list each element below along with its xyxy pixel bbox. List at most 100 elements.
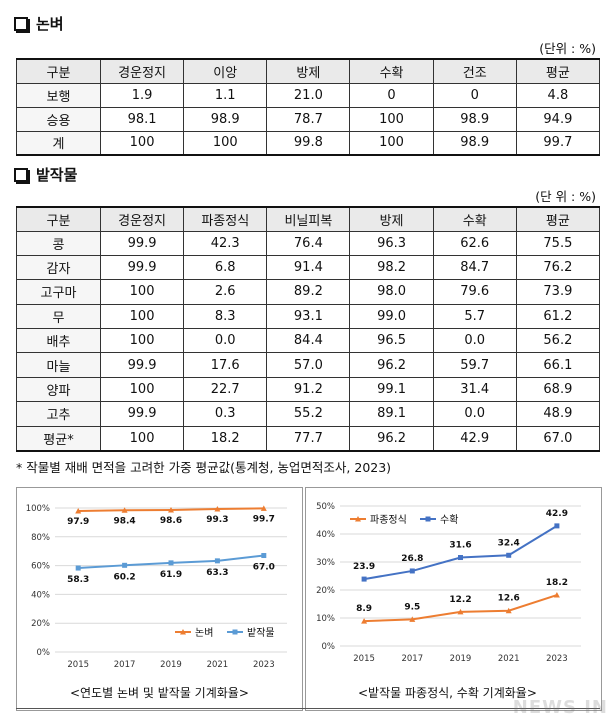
table-cell: 78.7 [266, 106, 351, 132]
x-tick-label: 2015 [353, 654, 375, 664]
data-label: 99.7 [253, 514, 275, 524]
data-label: 18.2 [546, 578, 568, 588]
row-label-cell: 고구마 [16, 279, 101, 305]
table-cell: 98.9 [183, 106, 268, 132]
paddy-title: 논벼 [36, 15, 64, 33]
data-label: 8.9 [356, 604, 372, 614]
field-header-cell: 구분 [16, 206, 101, 232]
row-label-cell: 감자 [16, 254, 101, 281]
table-cell: 56.2 [515, 328, 601, 354]
table-cell: 55.2 [266, 401, 351, 427]
table-cell: 99.9 [99, 254, 185, 281]
table-row: 고구마 100 2.6 89.2 98.0 79.6 73.9 [16, 279, 601, 305]
table-cell: 0 [349, 82, 434, 108]
paddy-header-cell: 방제 [266, 58, 351, 84]
x-tick-label: 2021 [207, 660, 229, 670]
table-cell: 0.3 [183, 401, 268, 427]
table-cell: 91.4 [266, 254, 351, 281]
paddy-header-cell: 건조 [432, 58, 517, 84]
table-cell: 0.0 [432, 401, 517, 427]
table-cell: 99.8 [266, 130, 351, 156]
table-row: 승용 98.1 98.9 78.7 100 98.9 94.9 [16, 106, 601, 132]
table-cell: 75.5 [515, 230, 601, 256]
table-cell: 21.0 [266, 82, 351, 108]
data-point [553, 592, 560, 598]
field-header-cell: 수확 [432, 206, 517, 232]
table-cell: 77.7 [266, 425, 351, 452]
y-tick-label: 20% [316, 586, 335, 596]
field-header-row: 구분 경운정지 파종정식 비닐피복 방제 수확 평균 [16, 206, 601, 232]
table-cell: 59.7 [432, 352, 517, 378]
x-tick-label: 2017 [114, 660, 136, 670]
table-cell: 96.2 [349, 425, 434, 452]
table-cell: 57.0 [266, 352, 351, 378]
data-label: 97.9 [67, 517, 89, 527]
x-tick-label: 2021 [498, 654, 520, 664]
table-cell: 100 [99, 303, 185, 330]
field-sowing-harvest-chart: 0% 10% 20% 30% 40% 50% 2015 2017 2019 2021 2023 8.9… [316, 502, 581, 664]
table-cell: 98.1 [99, 106, 185, 132]
data-point [121, 507, 128, 513]
table-row: 양파 100 22.7 91.2 99.1 31.4 68.9 [16, 376, 601, 403]
data-label: 98.6 [160, 516, 182, 526]
table-cell: 100 [99, 279, 185, 305]
table-cell: 100 [99, 425, 185, 452]
table-cell: 48.9 [515, 401, 601, 427]
table-cell: 31.4 [432, 376, 517, 403]
table-cell: 96.3 [349, 230, 434, 256]
data-point [506, 552, 512, 558]
table-cell: 100 [99, 130, 185, 156]
y-tick-label: 50% [316, 502, 335, 512]
row-label-cell: 승용 [16, 106, 101, 132]
table-cell: 99.9 [99, 230, 185, 256]
table-cell: 100 [99, 328, 185, 354]
row-label-cell: 보행 [16, 82, 101, 108]
data-point [75, 508, 82, 514]
paddy-header-cell: 평균 [515, 58, 601, 84]
table-cell: 100 [183, 130, 268, 156]
data-point [260, 505, 267, 511]
x-tick-label: 2017 [401, 654, 423, 664]
legend-label: 밭작물 [247, 627, 275, 639]
table-cell: 18.2 [183, 425, 268, 452]
table-cell: 1.1 [183, 82, 268, 108]
chart-right-box: 0% 10% 20% 30% 40% 50% 2015 2017 2019 2021 2023 8.9… [305, 487, 602, 711]
data-point [409, 568, 415, 574]
legend-marker [232, 629, 238, 635]
table-cell: 94.9 [515, 106, 601, 132]
field-table: 구분 경운정지 파종정식 비닐피복 방제 수확 평균 콩 99.9 42.3 76.4 96.3 62… [16, 206, 601, 452]
data-label: 9.5 [404, 602, 420, 612]
row-label-cell: 무 [16, 303, 101, 330]
row-label-cell: 평균* [16, 425, 101, 452]
x-tick-label: 2015 [67, 660, 89, 670]
data-label: 12.6 [498, 594, 520, 604]
table-cell: 1.9 [99, 82, 185, 108]
table-cell: 22.7 [183, 376, 268, 403]
row-label-cell: 콩 [16, 230, 101, 256]
data-label: 12.2 [449, 595, 471, 605]
x-tick-label: 2019 [160, 660, 182, 670]
table-cell: 4.8 [515, 82, 601, 108]
checkbox-square-icon [14, 167, 28, 182]
data-point [361, 618, 368, 624]
table-cell: 0 [432, 82, 517, 108]
data-point [168, 560, 174, 566]
row-label-cell: 배추 [16, 328, 101, 354]
table-cell: 84.7 [432, 254, 517, 281]
table-cell: 66.1 [515, 352, 601, 378]
y-tick-label: 10% [316, 614, 335, 624]
y-tick-label: 80% [31, 533, 50, 543]
y-tick-label: 0% [37, 648, 51, 658]
table-cell: 98.2 [349, 254, 434, 281]
table-row: 감자 99.9 6.8 91.4 98.2 84.7 76.2 [16, 254, 601, 281]
y-tick-label: 40% [316, 530, 335, 540]
data-label: 26.8 [401, 554, 423, 564]
table-cell: 99.1 [349, 376, 434, 403]
table-cell: 99.9 [99, 401, 185, 427]
paddy-table: 구분 경운정지 이앙 방제 수확 건조 평균 보행 1.9 1.1 21.0 0 0 4.8 승용 98.1… [16, 58, 601, 156]
table-row: 보행 1.9 1.1 21.0 0 0 4.8 [16, 82, 601, 108]
row-label-cell: 계 [16, 130, 101, 156]
footnote: * 작물별 재배 면적을 고려한 가중 평균값(통계청, 농업면적조사, 202… [16, 460, 392, 475]
field-section-title: 밭작물 [14, 164, 77, 185]
data-label: 23.9 [353, 562, 375, 572]
